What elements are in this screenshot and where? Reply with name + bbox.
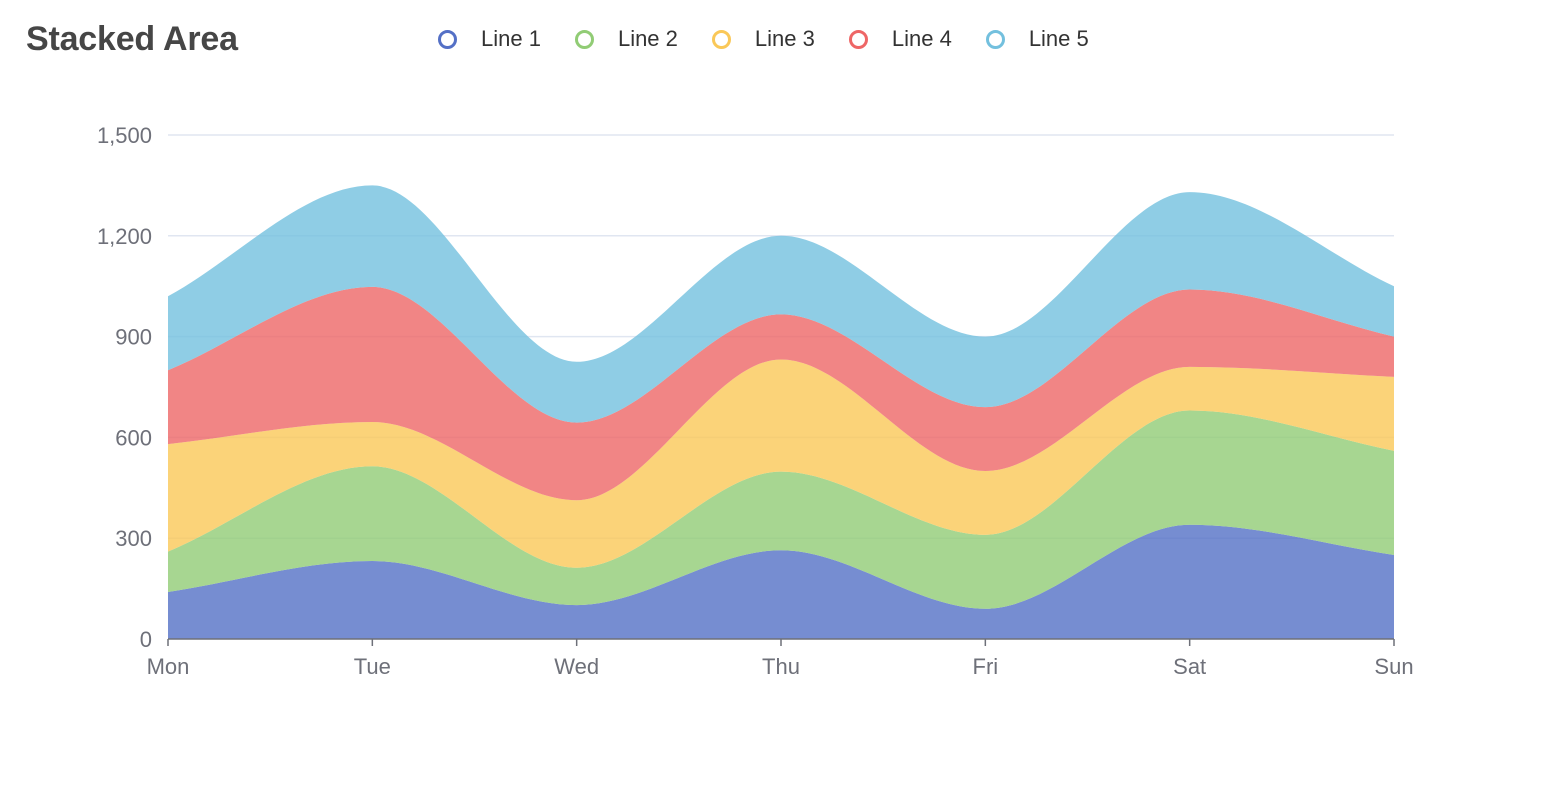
x-tick-label: Thu	[762, 654, 800, 679]
x-tick-label: Wed	[554, 654, 599, 679]
x-tick-label: Sun	[1374, 654, 1413, 679]
y-tick-label: 0	[140, 627, 152, 652]
area-line-5	[168, 185, 1394, 423]
area-line-4	[168, 286, 1394, 501]
x-tick-label: Mon	[147, 654, 190, 679]
legend-label: Line 5	[1028, 26, 1089, 51]
legend-item-line-1[interactable]: Line 1	[438, 26, 541, 52]
legend-label: Line 4	[891, 26, 952, 51]
y-tick-label: 300	[115, 526, 152, 551]
legend-item-line-3[interactable]: Line 3	[711, 26, 815, 52]
x-tick-label: Fri	[973, 654, 999, 679]
y-tick-label: 1,500	[97, 123, 152, 148]
y-tick-label: 900	[115, 325, 152, 350]
legend-item-line-2[interactable]: Line 2	[574, 26, 678, 52]
legend-label: Line 2	[617, 26, 678, 51]
area-series	[168, 185, 1394, 639]
y-tick-label: 1,200	[97, 224, 152, 249]
legend-marker-icon	[848, 29, 868, 49]
legend-marker-icon	[438, 29, 457, 49]
legend: Line 1 Line 2 Line 3 Line 4 Line 5	[438, 22, 1089, 56]
area-line-3	[168, 359, 1394, 568]
area-line-2	[168, 410, 1394, 609]
legend-marker-icon	[574, 29, 594, 49]
legend-item-line-5[interactable]: Line 5	[985, 26, 1089, 52]
legend-marker-icon	[711, 29, 731, 49]
area-line-1	[168, 524, 1394, 639]
x-tick-label: Tue	[354, 654, 391, 679]
legend-item-line-4[interactable]: Line 4	[848, 26, 952, 52]
legend-marker-icon	[985, 29, 1005, 49]
chart-title: Stacked Area	[26, 20, 238, 58]
legend-label: Line 1	[481, 26, 541, 51]
x-tick-label: Sat	[1173, 654, 1206, 679]
legend-label: Line 3	[754, 26, 815, 51]
y-tick-label: 600	[115, 425, 152, 450]
axes: 0 300 600 900 1,200 1,500 Mon Tue Wed Thu Fri Sat Su…	[97, 123, 1414, 679]
